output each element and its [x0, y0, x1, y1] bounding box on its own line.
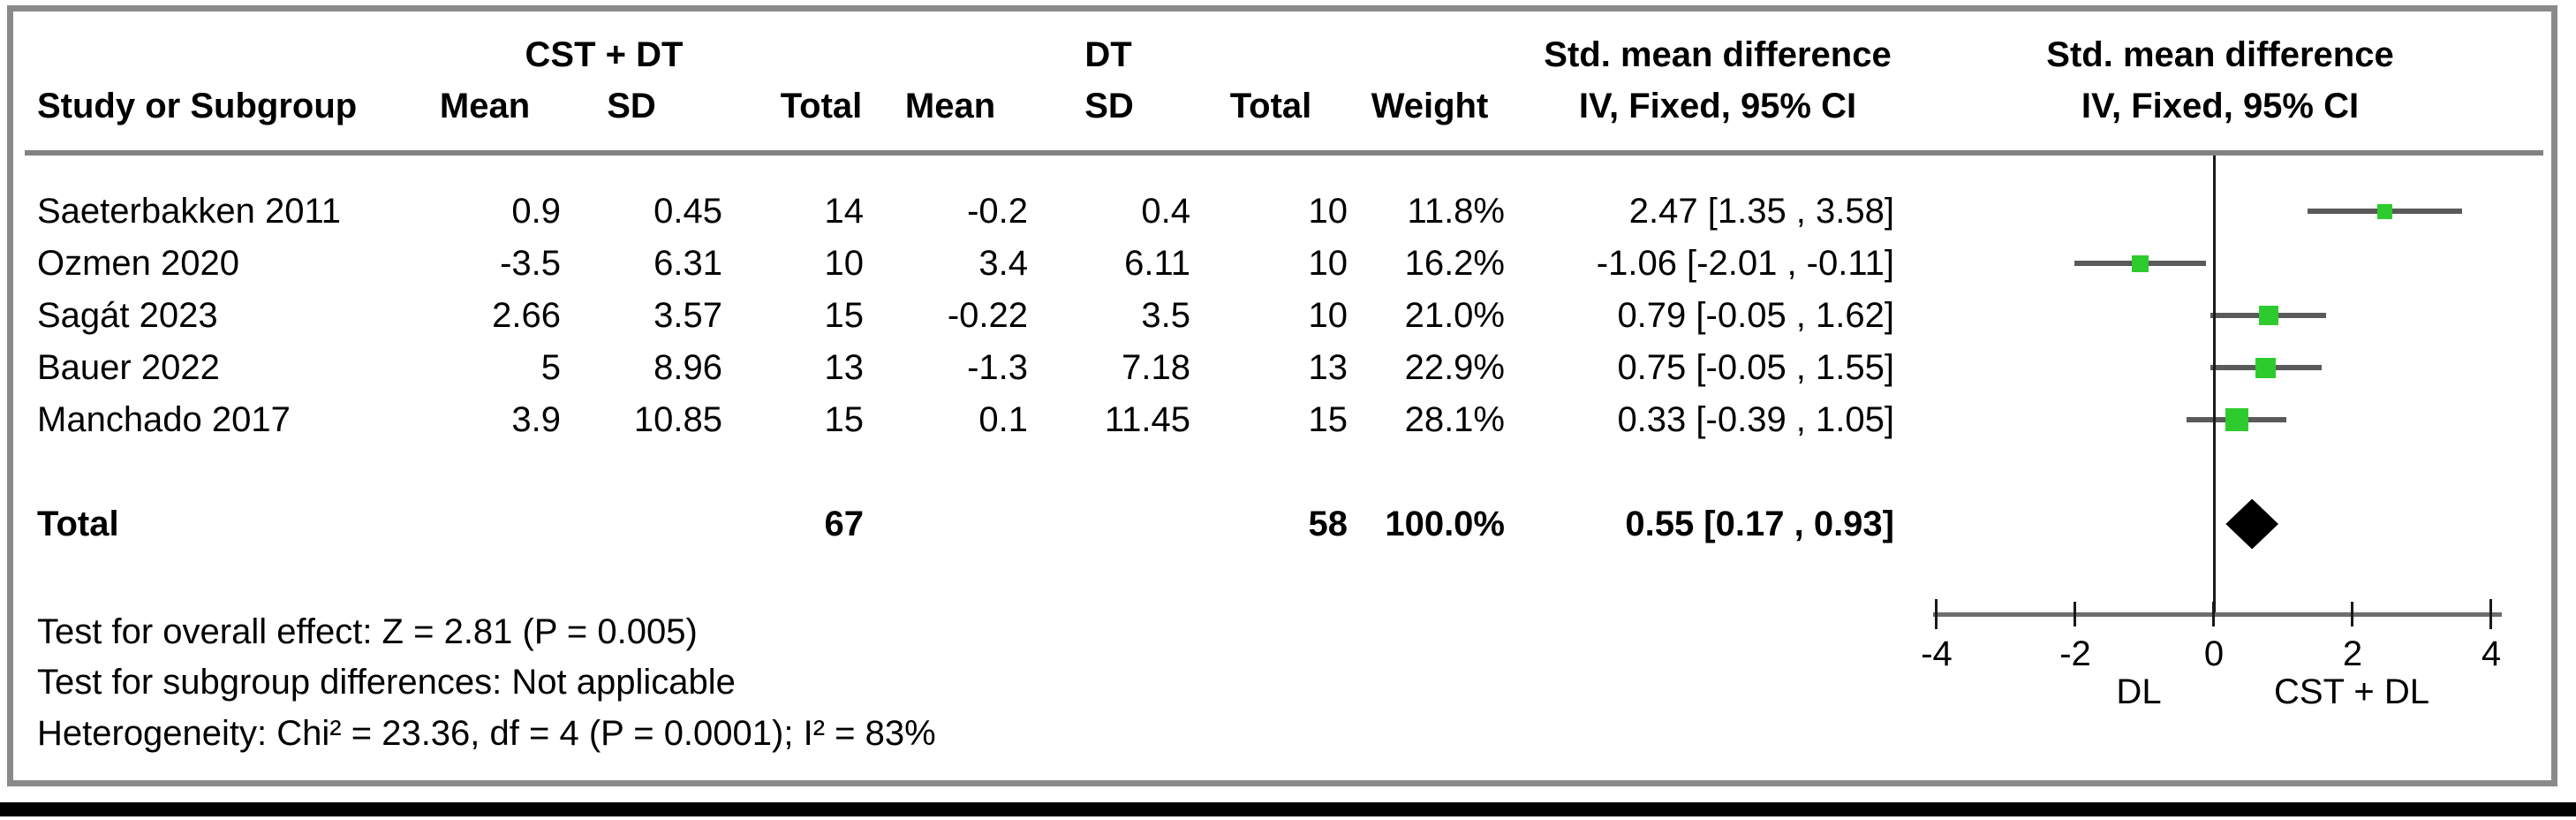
row-cell-sd2: 6.11	[1124, 244, 1190, 283]
col-header-iv-text: IV, Fixed, 95% CI	[1578, 87, 1857, 125]
col-header-mean-cstdt: Mean	[439, 87, 531, 125]
axis-label-favours-cstdl: CST + DL	[2274, 672, 2429, 711]
row-cell-study: Manchado 2017	[37, 400, 291, 439]
col-header-iv-plot: IV, Fixed, 95% CI	[2081, 87, 2360, 125]
row-cell-ci_text: 0.33 [-0.39 , 1.05]	[1617, 400, 1894, 439]
subgroup-diff-note: Test for subgroup differences: Not appli…	[37, 663, 736, 702]
header-divider-rule	[25, 150, 2543, 156]
row-cell-ci_text: 0.75 [-0.05 , 1.55]	[1617, 348, 1894, 387]
row-cell-n2: 10	[1308, 244, 1348, 283]
total-label: Total	[37, 505, 119, 543]
row-cell-weight: 21.0%	[1404, 296, 1505, 335]
row-cell-weight: 16.2%	[1404, 244, 1505, 283]
row-cell-n1: 15	[824, 400, 865, 439]
x-axis-tick-plus2	[2351, 602, 2353, 626]
row-cell-weight: 22.9%	[1404, 348, 1505, 387]
col-header-total-cstdt: Total	[780, 87, 863, 125]
effect-square	[2255, 357, 2277, 378]
x-tick-label-minus2: -2	[2059, 634, 2091, 673]
row-cell-mean2: -1.3	[967, 348, 1028, 387]
row-cell-n1: 14	[824, 192, 865, 231]
x-axis	[1933, 612, 2502, 617]
row-cell-weight: 28.1%	[1404, 400, 1505, 439]
row-cell-mean1: -3.5	[500, 244, 561, 283]
row-cell-mean2: 0.1	[978, 400, 1028, 439]
total-n-cstdt: 67	[824, 505, 865, 543]
row-cell-sd1: 10.85	[633, 400, 722, 439]
effect-square	[2225, 408, 2248, 431]
row-cell-n1: 10	[824, 244, 865, 283]
x-tick-label-minus4: -4	[1921, 634, 1953, 673]
row-cell-n1: 13	[824, 348, 865, 387]
x-tick-label-plus2: 2	[2342, 634, 2363, 673]
col-header-sd-cstdt: SD	[607, 87, 656, 125]
row-cell-sd1: 6.31	[653, 244, 722, 283]
row-cell-mean1: 2.66	[492, 296, 561, 335]
effect-square	[2377, 203, 2393, 219]
row-cell-sd1: 0.45	[653, 192, 722, 231]
row-cell-sd2: 7.18	[1122, 348, 1190, 387]
row-cell-sd1: 3.57	[653, 296, 722, 335]
row-cell-n2: 13	[1308, 348, 1348, 387]
effect-square	[2132, 254, 2149, 272]
row-cell-ci_text: -1.06 [-2.01 , -0.11]	[1596, 244, 1894, 283]
figure-border	[7, 5, 2557, 786]
row-cell-ci_text: 2.47 [1.35 , 3.58]	[1628, 192, 1894, 231]
row-cell-study: Bauer 2022	[37, 348, 220, 387]
row-cell-study: Saeterbakken 2011	[37, 192, 341, 231]
col-header-weight: Weight	[1371, 87, 1489, 125]
row-cell-weight: 11.8%	[1407, 192, 1505, 231]
smd-text-column-title: Std. mean difference	[1544, 35, 1892, 74]
smd-plot-column-title: Std. mean difference	[2046, 35, 2394, 74]
row-cell-mean2: -0.22	[947, 296, 1028, 335]
col-header-study: Study or Subgroup	[37, 87, 358, 125]
heterogeneity-note: Heterogeneity: Chi² = 23.36, df = 4 (P =…	[37, 714, 936, 753]
row-cell-sd2: 0.4	[1141, 192, 1190, 231]
row-cell-mean2: -0.2	[967, 192, 1028, 231]
total-ci-text: 0.55 [0.17 , 0.93]	[1625, 505, 1894, 543]
row-cell-sd2: 3.5	[1141, 296, 1190, 335]
row-cell-mean1: 5	[540, 348, 561, 387]
row-cell-n2: 15	[1308, 400, 1348, 439]
row-cell-sd2: 11.45	[1104, 400, 1190, 439]
x-tick-label-plus4: 4	[2481, 634, 2502, 673]
row-cell-ci_text: 0.79 [-0.05 , 1.62]	[1617, 296, 1894, 335]
x-axis-tick-zero	[2212, 602, 2215, 626]
row-cell-n2: 10	[1308, 296, 1348, 335]
row-cell-sd1: 8.96	[653, 348, 722, 387]
bottom-rule	[0, 802, 2576, 816]
x-axis-tick-minus2	[2074, 602, 2076, 626]
col-header-total-dt: Total	[1229, 87, 1312, 125]
x-axis-tick-plus4	[2489, 599, 2492, 629]
total-n-dt: 58	[1308, 505, 1348, 543]
col-header-mean-dt: Mean	[904, 87, 996, 125]
axis-label-favours-dl: DL	[2116, 672, 2162, 711]
overall-effect-note: Test for overall effect: Z = 2.81 (P = 0…	[37, 612, 698, 651]
group-header-dt: DT	[1084, 35, 1132, 74]
row-cell-mean1: 3.9	[511, 400, 561, 439]
x-axis-tick-minus4	[1935, 599, 1938, 629]
col-header-sd-dt: SD	[1084, 87, 1134, 125]
row-cell-study: Ozmen 2020	[37, 244, 240, 283]
row-cell-study: Sagát 2023	[37, 296, 218, 335]
row-cell-n2: 10	[1308, 192, 1348, 231]
row-cell-mean2: 3.4	[978, 244, 1028, 283]
zero-line	[2213, 156, 2216, 614]
group-header-cst-dt: CST + DT	[525, 35, 684, 74]
row-cell-n1: 15	[824, 296, 865, 335]
x-tick-label-zero: 0	[2203, 634, 2225, 673]
row-cell-mean1: 0.9	[511, 192, 561, 231]
total-weight: 100.0%	[1385, 505, 1505, 543]
effect-square	[2259, 306, 2278, 325]
